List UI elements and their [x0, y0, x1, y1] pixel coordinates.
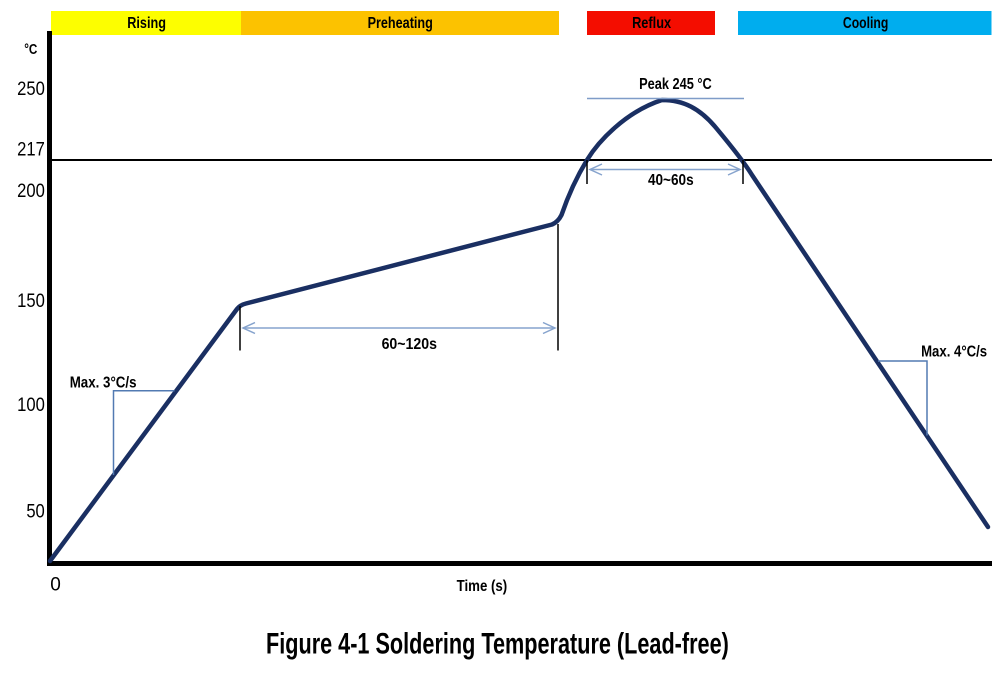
svg-text:Peak 245 °C: Peak 245 °C [639, 76, 712, 94]
svg-text:Preheating: Preheating [368, 14, 433, 32]
svg-text:60~120s: 60~120s [382, 335, 437, 353]
svg-text:150: 150 [17, 290, 45, 311]
svg-text:250: 250 [17, 78, 45, 99]
svg-text:0: 0 [50, 575, 61, 596]
svg-text:50: 50 [26, 500, 45, 521]
svg-text:217: 217 [17, 139, 45, 160]
svg-text:200: 200 [17, 180, 45, 201]
svg-text:Reflux: Reflux [632, 15, 671, 33]
svg-text:40~60s: 40~60s [648, 172, 694, 189]
svg-text:100: 100 [17, 394, 45, 415]
svg-text:°C: °C [24, 40, 37, 57]
svg-text:Cooling: Cooling [843, 14, 888, 32]
svg-text:Time (s): Time (s) [457, 578, 508, 595]
svg-text:Figure 4-1 Soldering Temperatu: Figure 4-1 Soldering Temperature (Lead-f… [266, 626, 729, 660]
svg-text:Max. 4°C/s: Max. 4°C/s [921, 343, 987, 360]
svg-text:Max. 3°C/s: Max. 3°C/s [70, 374, 137, 391]
svg-text:Rising: Rising [127, 14, 166, 32]
